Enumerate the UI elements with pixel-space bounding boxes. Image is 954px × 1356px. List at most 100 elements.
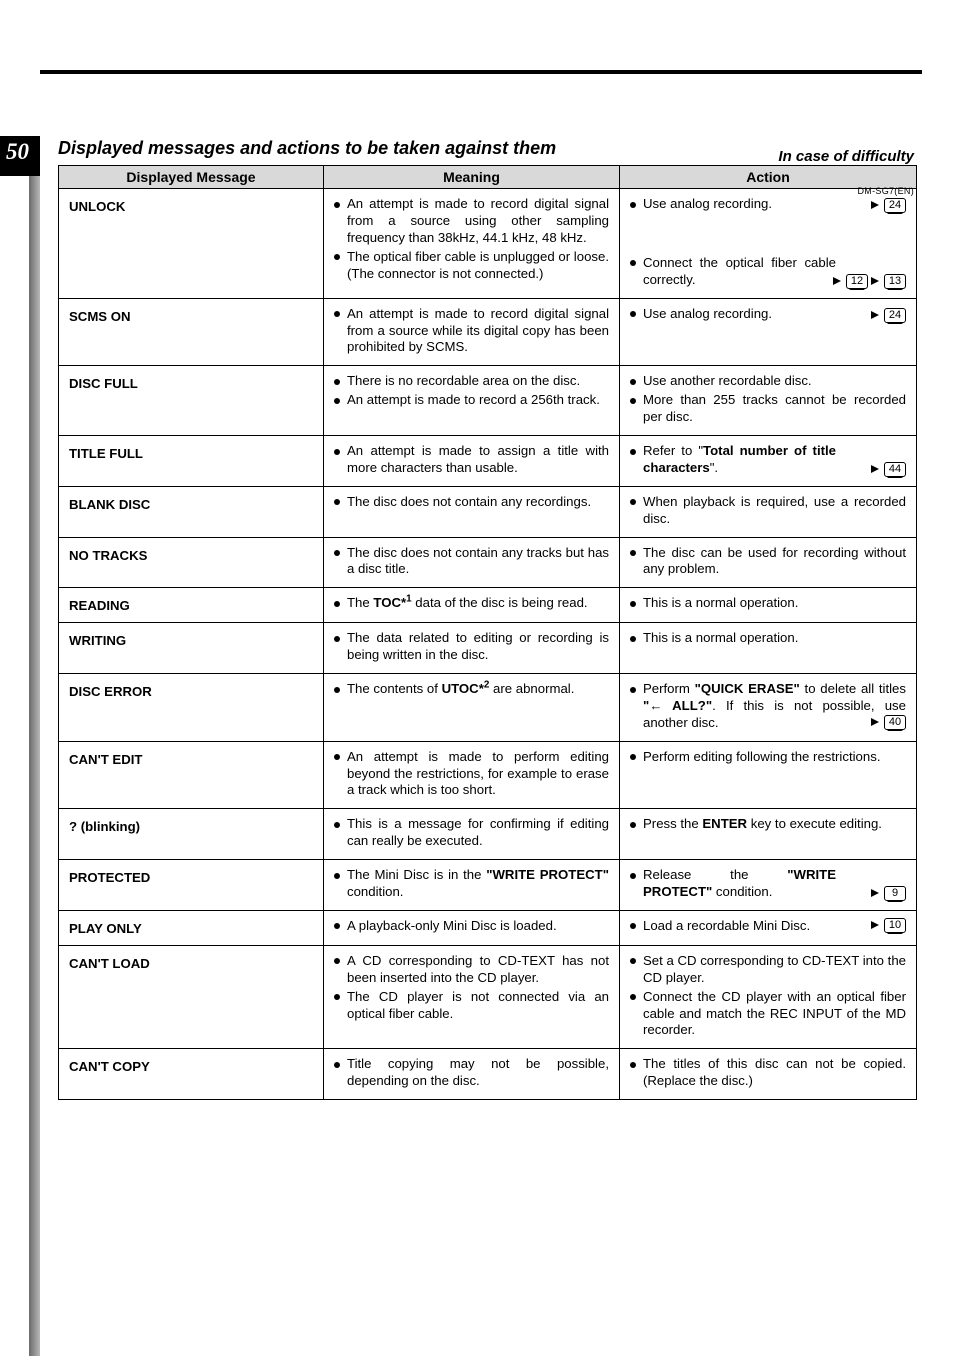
action-cell: Refer to "Total number of title characte…: [620, 436, 917, 487]
action-item: The titles of this disc can not be copie…: [630, 1056, 906, 1090]
page-ref: 13: [884, 274, 906, 289]
table-row: DISC FULLThere is no recordable area on …: [59, 366, 917, 436]
table-row: ? (blinking)This is a message for confir…: [59, 809, 917, 860]
messages-table: Displayed Message Meaning Action UNLOCKA…: [58, 165, 917, 1100]
displayed-message-cell: BLANK DISC: [59, 486, 324, 537]
page-ref: 24: [884, 308, 906, 323]
page-root: 50 In case of difficulty DM-SG7(EN) Disp…: [0, 70, 954, 1100]
meaning-item: The Mini Disc is in the "WRITE PROTECT" …: [334, 867, 609, 901]
page-ref: 12: [846, 274, 868, 289]
action-cell: Load a recordable Mini Disc.10: [620, 910, 917, 945]
meaning-item: An attempt is made to record digital sig…: [334, 196, 609, 247]
table-row: WRITING The data related to editing or re…: [59, 623, 917, 674]
action-cell: This is a normal operation.: [620, 623, 917, 674]
page-ref: 44: [884, 462, 906, 477]
table-row: SCMS ONAn attempt is made to record digi…: [59, 298, 917, 366]
displayed-message-cell: DISC ERROR: [59, 674, 324, 742]
left-vertical-bar: [29, 176, 40, 1356]
action-cell: Release the "WRITE PROTECT" condition.9: [620, 860, 917, 911]
meaning-cell: The Mini Disc is in the "WRITE PROTECT" …: [324, 860, 620, 911]
meaning-item: An attempt is made to record a 256th tra…: [334, 392, 609, 409]
col-displayed-message: Displayed Message: [59, 166, 324, 189]
action-item: Use analog recording.24: [630, 196, 906, 213]
page-ref: 10: [884, 918, 906, 933]
displayed-message-cell: SCMS ON: [59, 298, 324, 366]
action-item: This is a normal operation.: [630, 630, 906, 647]
table-row: CAN'T LOADA CD corresponding to CD-TEXT …: [59, 945, 917, 1048]
action-item: Perform "QUICK ERASE" to delete all titl…: [630, 681, 906, 732]
displayed-message-cell: ? (blinking): [59, 809, 324, 860]
action-cell: When playback is required, use a recorde…: [620, 486, 917, 537]
meaning-cell: This is a message for confirming if edit…: [324, 809, 620, 860]
action-cell: The titles of this disc can not be copie…: [620, 1049, 917, 1100]
action-cell: Perform "QUICK ERASE" to delete all titl…: [620, 674, 917, 742]
action-item: Release the "WRITE PROTECT" condition.9: [630, 867, 906, 901]
table-row: PROTECTED The Mini Disc is in the "WRITE …: [59, 860, 917, 911]
meaning-item: A CD corresponding to CD-TEXT has not be…: [334, 953, 609, 987]
col-meaning: Meaning: [324, 166, 620, 189]
action-cell: Use analog recording.24 Connect the optic…: [620, 189, 917, 299]
meaning-item: An attempt is made to assign a title wit…: [334, 443, 609, 477]
meaning-cell: Title copying may not be possible, depen…: [324, 1049, 620, 1100]
action-cell: Perform editing following the restrictio…: [620, 741, 917, 809]
displayed-message-cell: UNLOCK: [59, 189, 324, 299]
displayed-message-cell: DISC FULL: [59, 366, 324, 436]
action-item: Connect the optical fiber cable correctl…: [630, 255, 906, 289]
action-item: More than 255 tracks cannot be recorded …: [630, 392, 906, 426]
action-item: Refer to "Total number of title characte…: [630, 443, 906, 477]
header-rule: [40, 70, 922, 74]
action-cell: Use analog recording.24: [620, 298, 917, 366]
displayed-message-cell: PROTECTED: [59, 860, 324, 911]
table-header-row: Displayed Message Meaning Action: [59, 166, 917, 189]
action-cell: Use another recordable disc. More than 25…: [620, 366, 917, 436]
page-number: 50: [6, 139, 29, 165]
meaning-item: The data related to editing or recording…: [334, 630, 609, 664]
meaning-cell: An attempt is made to perform editing be…: [324, 741, 620, 809]
meaning-item: The contents of UTOC*2 are abnormal.: [334, 681, 609, 698]
action-cell: Press the ENTER key to execute editing.: [620, 809, 917, 860]
action-item: Use another recordable disc.: [630, 373, 906, 390]
meaning-item: A playback-only Mini Disc is loaded.: [334, 918, 609, 935]
meaning-item: There is no recordable area on the disc.: [334, 373, 609, 390]
meaning-cell: The data related to editing or recording…: [324, 623, 620, 674]
meaning-item: An attempt is made to perform editing be…: [334, 749, 609, 800]
table-row: CAN'T EDITAn attempt is made to perform …: [59, 741, 917, 809]
meaning-item: The CD player is not connected via an op…: [334, 989, 609, 1023]
displayed-message-cell: READING: [59, 588, 324, 623]
displayed-message-cell: NO TRACKS: [59, 537, 324, 588]
meaning-item: An attempt is made to record digital sig…: [334, 306, 609, 357]
displayed-message-cell: TITLE FULL: [59, 436, 324, 487]
meaning-cell: A CD corresponding to CD-TEXT has not be…: [324, 945, 620, 1048]
action-item: This is a normal operation.: [630, 595, 906, 612]
meaning-cell: There is no recordable area on the disc.…: [324, 366, 620, 436]
action-cell: This is a normal operation.: [620, 588, 917, 623]
action-item: Connect the CD player with an optical fi…: [630, 989, 906, 1040]
meaning-cell: The TOC*1 data of the disc is being read…: [324, 588, 620, 623]
action-item: Use analog recording.24: [630, 306, 906, 323]
document-id: DM-SG7(EN): [858, 186, 915, 196]
table-row: DISC ERROR The contents of UTOC*2 are abn…: [59, 674, 917, 742]
displayed-message-cell: CAN'T EDIT: [59, 741, 324, 809]
table-row: NO TRACKSThe disc does not contain any t…: [59, 537, 917, 588]
displayed-message-cell: WRITING: [59, 623, 324, 674]
action-item: When playback is required, use a recorde…: [630, 494, 906, 528]
meaning-cell: An attempt is made to record digital sig…: [324, 298, 620, 366]
displayed-message-cell: CAN'T COPY: [59, 1049, 324, 1100]
action-cell: Set a CD corresponding to CD-TEXT into t…: [620, 945, 917, 1048]
header-section-title: In case of difficulty: [778, 148, 914, 165]
page-ref: 40: [884, 715, 906, 730]
meaning-cell: An attempt is made to assign a title wit…: [324, 436, 620, 487]
meaning-cell: An attempt is made to record digital sig…: [324, 189, 620, 299]
action-item: Press the ENTER key to execute editing.: [630, 816, 906, 833]
action-item: Load a recordable Mini Disc.10: [630, 918, 906, 935]
table-row: CAN'T COPYTitle copying may not be possi…: [59, 1049, 917, 1100]
meaning-cell: The disc does not contain any tracks but…: [324, 537, 620, 588]
action-cell: The disc can be used for recording witho…: [620, 537, 917, 588]
meaning-cell: The disc does not contain any recordings…: [324, 486, 620, 537]
meaning-cell: The contents of UTOC*2 are abnormal.: [324, 674, 620, 742]
table-row: PLAY ONLYA playback-only Mini Disc is lo…: [59, 910, 917, 945]
table-row: BLANK DISCThe disc does not contain any …: [59, 486, 917, 537]
action-item: Perform editing following the restrictio…: [630, 749, 906, 766]
table-row: READINGThe TOC*1 data of the disc is bei…: [59, 588, 917, 623]
meaning-cell: A playback-only Mini Disc is loaded.: [324, 910, 620, 945]
